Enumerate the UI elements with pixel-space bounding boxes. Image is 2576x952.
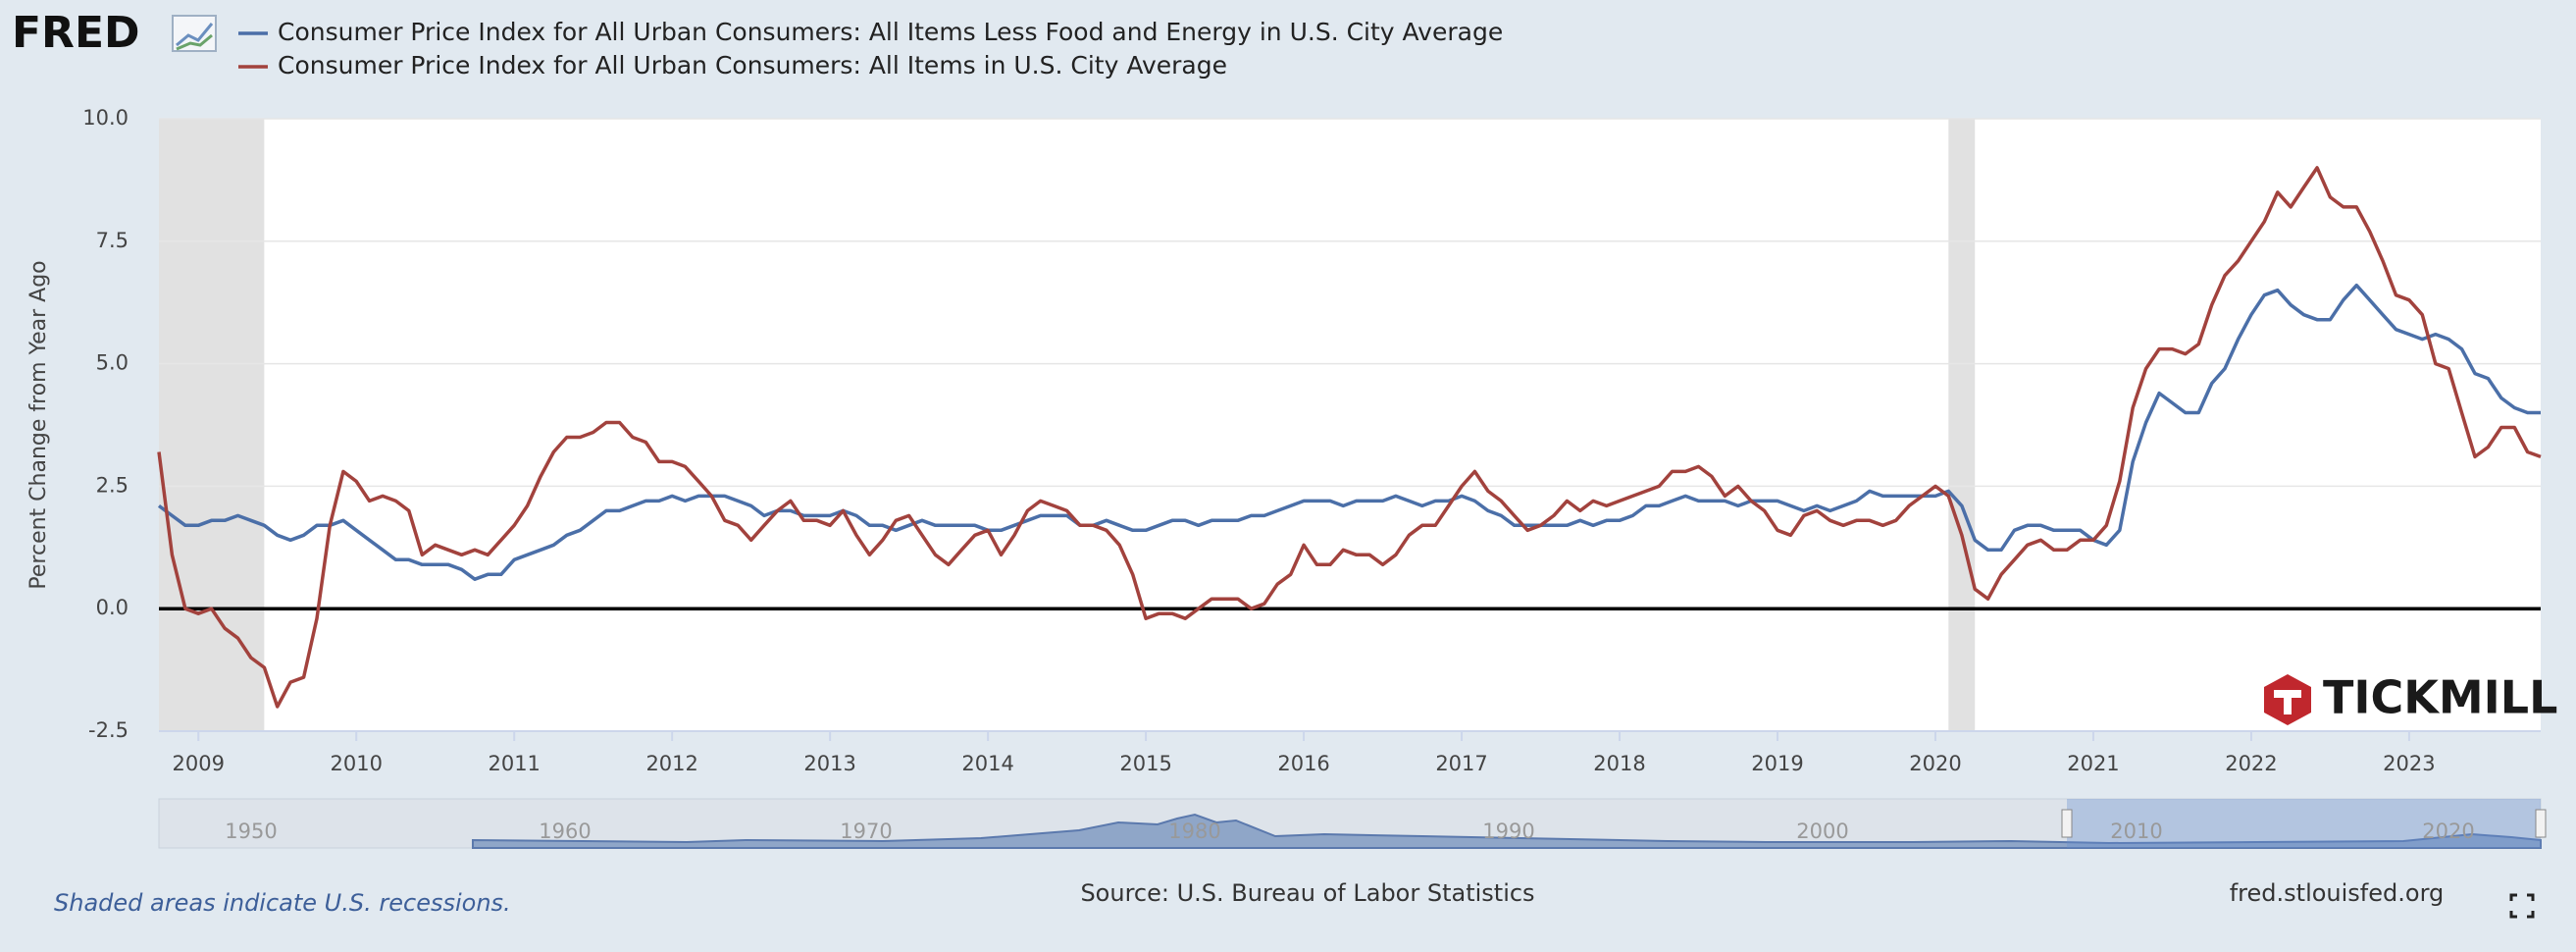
y-tick-label: 7.5 (96, 229, 129, 252)
y-tick-label: 5.0 (96, 351, 129, 375)
navigator-label: 1950 (225, 820, 277, 843)
navigator-label: 1990 (1482, 820, 1534, 843)
series-line (157, 283, 2541, 581)
navigator-label: 2010 (2110, 820, 2162, 843)
x-tick-label: 2015 (1119, 752, 1171, 775)
site[interactable]: fred.stlouisfed.org (2230, 879, 2445, 907)
fullscreen-button[interactable] (2509, 893, 2535, 919)
y-tick-label: 10.0 (82, 106, 129, 130)
navigator-label: 2000 (1796, 820, 1848, 843)
y-tick-label: 0.0 (96, 596, 129, 619)
y-axis-label: Percent Change from Year Ago (26, 260, 51, 589)
x-tick-label: 2018 (1593, 752, 1645, 775)
logo[interactable]: FRED (12, 8, 140, 58)
navigator-label: 1960 (539, 820, 591, 843)
plot-area (159, 119, 2541, 731)
legend-label: Consumer Price Index for All Urban Consu… (278, 51, 1227, 79)
x-tick-label: 2010 (330, 752, 382, 775)
x-tick-label: 2017 (1435, 752, 1487, 775)
navigator-label: 1980 (1168, 820, 1220, 843)
navigator[interactable] (158, 798, 2547, 849)
recession-band (1948, 119, 1976, 731)
x-tick-label: 2023 (2383, 752, 2435, 775)
x-tick-label: 2021 (2067, 752, 2119, 775)
watermark: TICKMILL (2323, 671, 2557, 724)
legend-label: Consumer Price Index for All Urban Consu… (278, 18, 1503, 46)
watermark-logo (2264, 674, 2311, 725)
y-tick-label: -2.5 (88, 718, 129, 742)
x-tick-label: 2013 (803, 752, 855, 775)
navigator-label: 1970 (840, 820, 892, 843)
x-tick-label: 2014 (961, 752, 1013, 775)
y-tick-label: 2.5 (96, 473, 129, 497)
x-tick-label: 2022 (2225, 752, 2277, 775)
x-tick-label: 2020 (1909, 752, 1961, 775)
source: Source: U.S. Bureau of Labor Statistics (1080, 879, 1534, 907)
navigator-label: 2020 (2422, 820, 2474, 843)
x-tick-label: 2011 (488, 752, 540, 775)
logo-icon (172, 15, 217, 52)
x-tick-label: 2009 (173, 752, 225, 775)
x-tick-label: 2012 (645, 752, 697, 775)
series-line (157, 166, 2542, 709)
x-tick-label: 2016 (1277, 752, 1329, 775)
recession-note: Shaded areas indicate U.S. recessions. (54, 889, 511, 917)
x-tick-label: 2019 (1751, 752, 1803, 775)
recession-band (159, 119, 265, 731)
